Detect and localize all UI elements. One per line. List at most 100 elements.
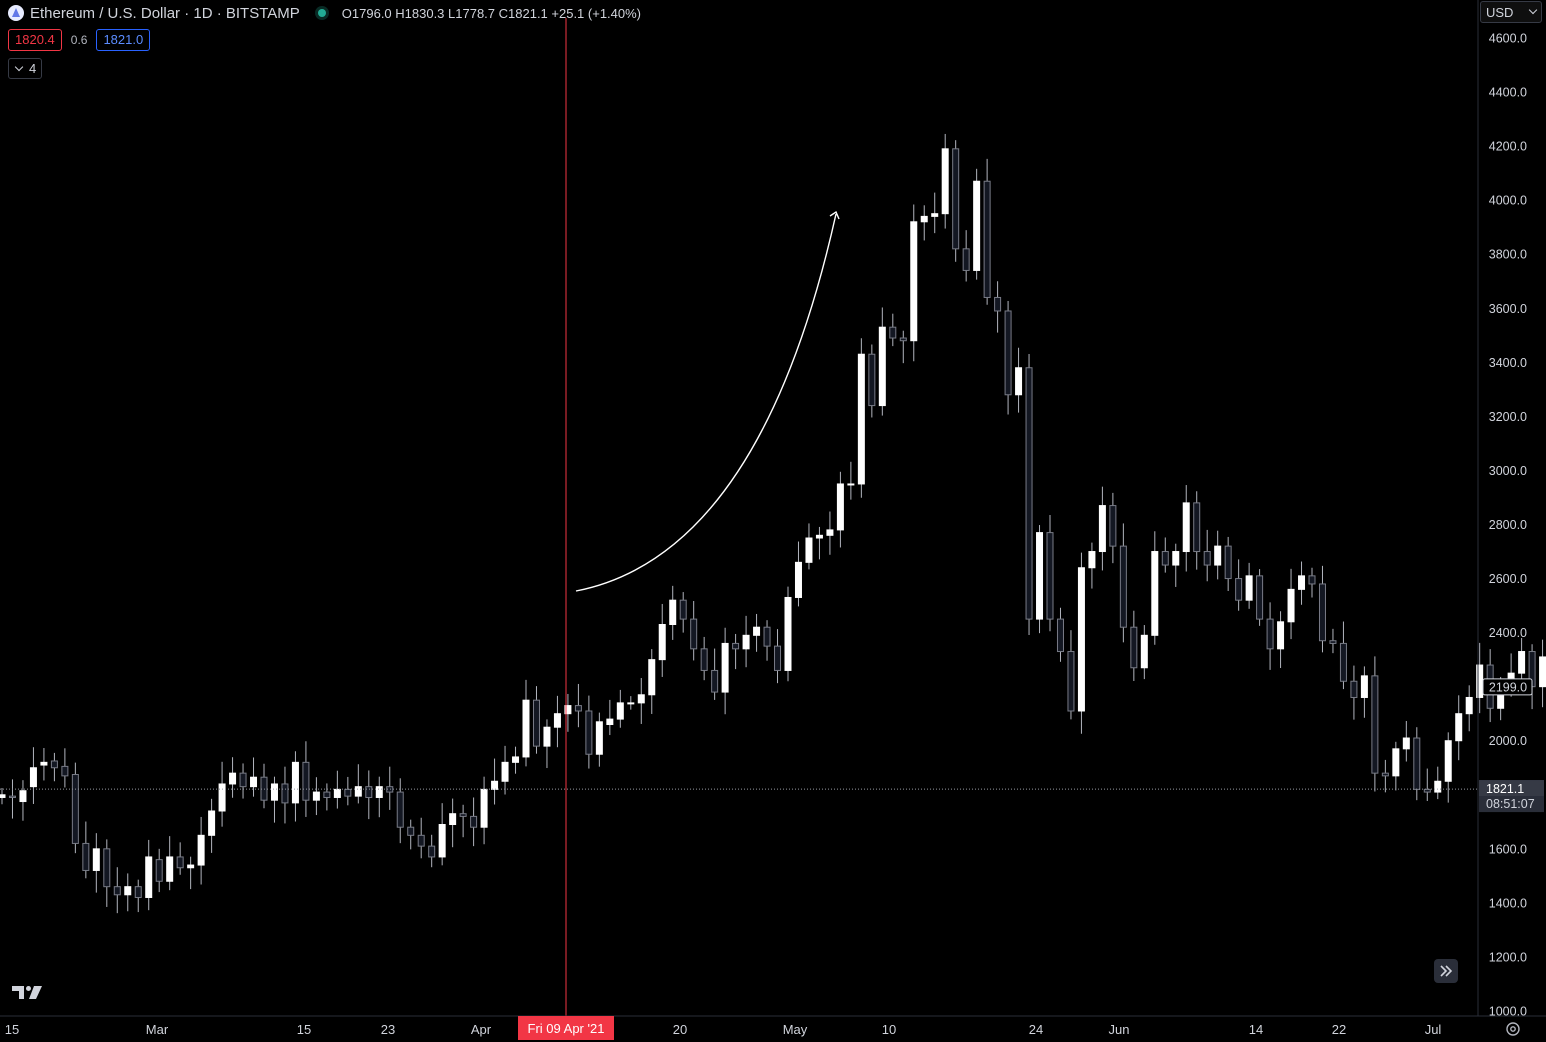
candle[interactable]: [1444, 732, 1452, 803]
candle[interactable]: [61, 748, 69, 788]
candle[interactable]: [1402, 720, 1410, 762]
candle[interactable]: [1130, 610, 1138, 681]
candle[interactable]: [994, 281, 1002, 333]
candle[interactable]: [1539, 639, 1546, 708]
candle[interactable]: [1056, 607, 1064, 662]
candle[interactable]: [1172, 543, 1180, 587]
candle[interactable]: [470, 797, 478, 847]
candle[interactable]: [1287, 568, 1295, 640]
candle[interactable]: [711, 648, 719, 700]
candle[interactable]: [1266, 602, 1274, 670]
candle[interactable]: [124, 873, 132, 912]
candle[interactable]: [459, 804, 467, 838]
candle[interactable]: [1161, 537, 1169, 573]
candle[interactable]: [187, 856, 195, 890]
candle[interactable]: [113, 867, 121, 914]
candle[interactable]: [658, 603, 666, 677]
candle[interactable]: [1308, 567, 1316, 598]
candle[interactable]: [50, 752, 58, 782]
candle[interactable]: [742, 615, 750, 668]
price-marker-badge[interactable]: 2199.0: [1482, 678, 1533, 696]
candle[interactable]: [899, 330, 907, 364]
candle[interactable]: [145, 839, 153, 911]
candle[interactable]: [1318, 565, 1326, 653]
candle[interactable]: [1119, 523, 1127, 643]
symbol-legend[interactable]: Ethereum / U.S. Dollar · 1D · BITSTAMP O…: [8, 2, 641, 24]
candle[interactable]: [40, 748, 48, 781]
candle[interactable]: [281, 766, 289, 824]
candle[interactable]: [857, 338, 865, 498]
candle[interactable]: [312, 777, 320, 816]
candle[interactable]: [1518, 638, 1526, 682]
candle[interactable]: [512, 746, 520, 774]
candle[interactable]: [784, 586, 792, 682]
candle[interactable]: [375, 776, 383, 818]
candle[interactable]: [365, 770, 373, 820]
candle[interactable]: [847, 461, 855, 500]
candle[interactable]: [1109, 492, 1117, 564]
curved-arrow-annotation[interactable]: [575, 213, 837, 592]
candle[interactable]: [868, 344, 876, 418]
candle[interactable]: [480, 776, 488, 845]
gear-icon[interactable]: [1504, 1020, 1522, 1038]
candle[interactable]: [1360, 666, 1368, 718]
candle[interactable]: [595, 712, 603, 767]
candle[interactable]: [1434, 766, 1442, 800]
candle[interactable]: [794, 541, 802, 607]
candle[interactable]: [585, 695, 593, 769]
candle[interactable]: [679, 592, 687, 633]
candle[interactable]: [134, 879, 142, 913]
candle[interactable]: [753, 613, 761, 652]
indicators-toggle-button[interactable]: 4: [8, 58, 43, 79]
candle[interactable]: [1025, 353, 1033, 636]
candle[interactable]: [941, 133, 949, 229]
candle[interactable]: [1077, 552, 1085, 734]
candle[interactable]: [270, 776, 278, 823]
candle[interactable]: [805, 523, 813, 570]
candle[interactable]: [952, 140, 960, 262]
tradingview-logo-icon[interactable]: [11, 983, 43, 1001]
candle[interactable]: [344, 776, 352, 806]
candle[interactable]: [532, 686, 540, 754]
candle[interactable]: [208, 798, 216, 853]
candle[interactable]: [407, 819, 415, 850]
candle[interactable]: [1423, 768, 1431, 801]
candle[interactable]: [250, 757, 258, 797]
candle[interactable]: [1140, 625, 1148, 680]
candle[interactable]: [1465, 685, 1473, 732]
candle[interactable]: [1392, 741, 1400, 791]
candle[interactable]: [1277, 611, 1285, 669]
candle[interactable]: [1098, 486, 1106, 571]
candle[interactable]: [1329, 628, 1337, 654]
candle[interactable]: [438, 803, 446, 866]
candle[interactable]: [82, 821, 90, 879]
candle[interactable]: [1088, 542, 1096, 589]
candle[interactable]: [774, 629, 782, 684]
candle[interactable]: [910, 204, 918, 362]
candle[interactable]: [1256, 569, 1264, 626]
candle[interactable]: [1182, 485, 1190, 572]
candle[interactable]: [1339, 621, 1347, 690]
candle[interactable]: [973, 168, 981, 280]
candle[interactable]: [1151, 531, 1159, 645]
time-axis[interactable]: 15 Mar 15 23 Apr 20 May 10 24 Jun 14 22 Jul: [5, 1022, 1442, 1037]
candle[interactable]: [983, 158, 991, 305]
candle[interactable]: [417, 817, 425, 859]
candle[interactable]: [176, 842, 184, 875]
candle[interactable]: [260, 763, 268, 809]
candle[interactable]: [606, 699, 614, 736]
candle[interactable]: [396, 778, 404, 844]
candle[interactable]: [428, 834, 436, 868]
candle[interactable]: [1245, 562, 1253, 609]
candle[interactable]: [669, 585, 677, 640]
candle[interactable]: [354, 764, 362, 804]
candle[interactable]: [1214, 530, 1222, 580]
candle[interactable]: [763, 620, 771, 661]
candle[interactable]: [333, 770, 341, 809]
candle[interactable]: [323, 783, 331, 811]
candle[interactable]: [0, 788, 6, 805]
candle[interactable]: [491, 758, 499, 805]
candle[interactable]: [291, 751, 299, 822]
candle[interactable]: [1046, 515, 1054, 632]
